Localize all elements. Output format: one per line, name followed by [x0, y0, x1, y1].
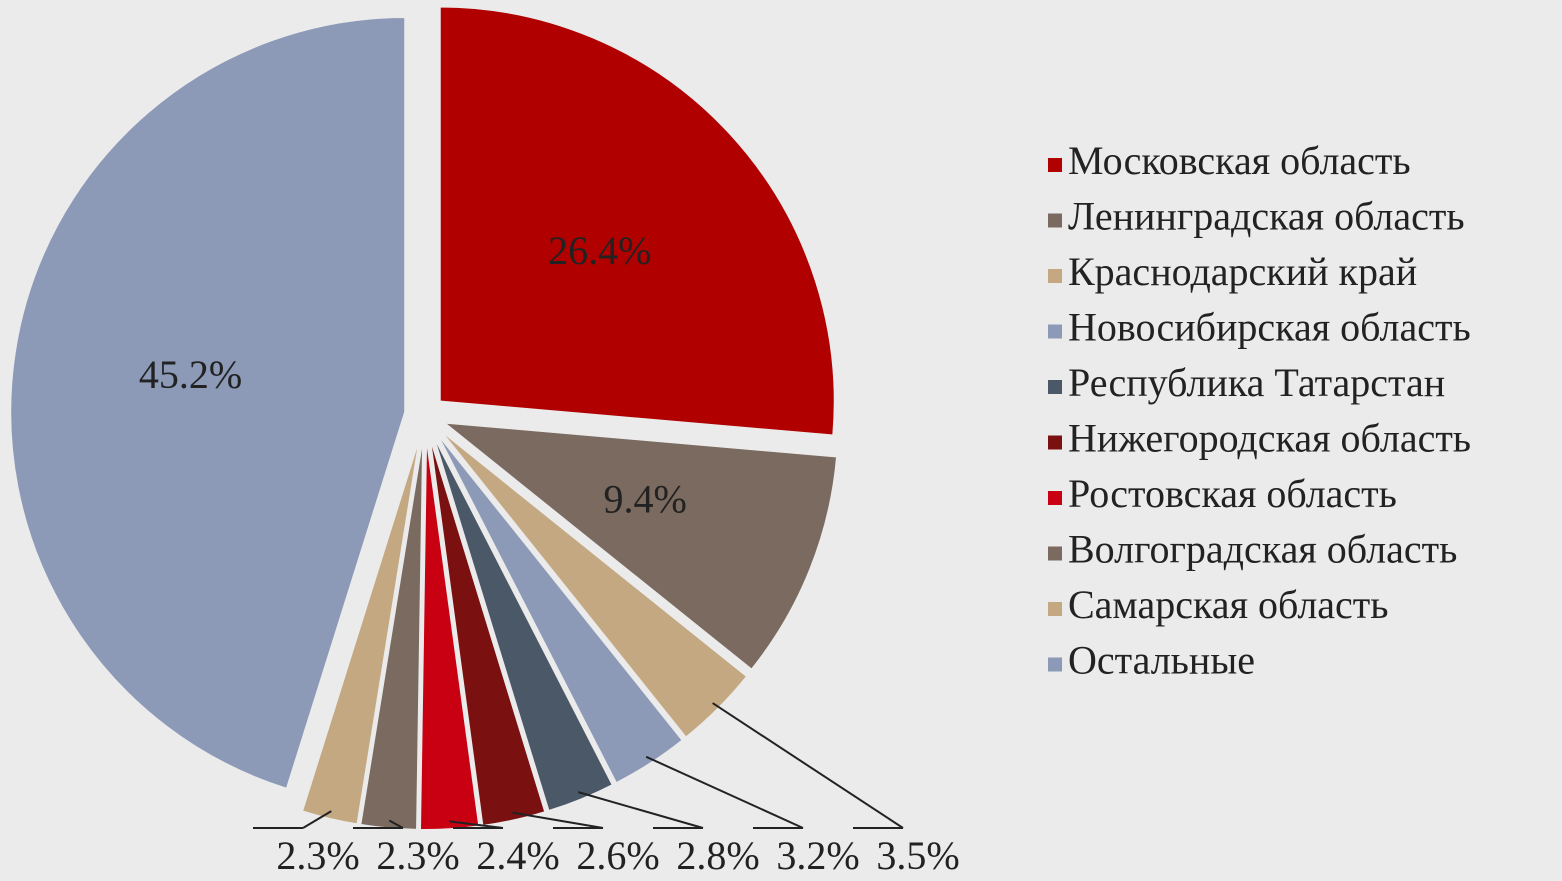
slice-label: 3.5%	[876, 833, 959, 878]
pie-slice	[434, 431, 685, 785]
legend-swatch	[1048, 435, 1062, 450]
slice-label: 9.4%	[604, 476, 687, 521]
legend-label: Остальные	[1068, 638, 1255, 683]
pie-slice	[418, 434, 481, 831]
leader-line	[578, 791, 704, 829]
slice-label: 2.4%	[476, 833, 559, 878]
slice-label: 2.8%	[676, 833, 759, 878]
legend-label: Волгоградская область	[1068, 527, 1457, 572]
legend-swatch	[1048, 158, 1062, 172]
legend-swatch	[1048, 546, 1062, 561]
legend-swatch	[1048, 602, 1062, 616]
pie-slice	[438, 428, 749, 739]
pie-slice	[9, 15, 407, 791]
legend-swatch	[1048, 657, 1062, 672]
leader-line	[449, 820, 504, 829]
slice-label: 2.3%	[276, 833, 359, 878]
legend-label: Краснодарский край	[1068, 249, 1417, 294]
legend-swatch	[1048, 324, 1062, 339]
legend-swatch	[1048, 491, 1062, 505]
slice-label: 2.6%	[576, 833, 659, 878]
leader-line	[712, 702, 904, 829]
legend-label: Ленинградская область	[1068, 194, 1465, 239]
leader-line	[512, 811, 604, 829]
leader-line	[388, 819, 404, 829]
slice-label: 26.4%	[548, 228, 651, 273]
pie-slice	[431, 433, 615, 813]
slice-label: 3.2%	[776, 833, 859, 878]
legend-label: Самарская область	[1068, 582, 1389, 627]
legend-label: Московская область	[1068, 138, 1411, 183]
leader-line	[645, 755, 804, 829]
legend-swatch	[1048, 380, 1062, 394]
legend-label: Новосибирская область	[1068, 305, 1471, 350]
legend-label: Нижегородская область	[1068, 416, 1471, 461]
pie-slice	[440, 421, 839, 672]
legend-label: Республика Татарстан	[1068, 360, 1445, 405]
pie-slice	[438, 5, 836, 437]
slice-label: 45.2%	[139, 352, 242, 397]
leader-line	[302, 810, 332, 829]
slice-label: 2.3%	[376, 833, 459, 878]
legend-swatch	[1048, 213, 1062, 228]
pie-slice	[300, 434, 422, 826]
legend-swatch	[1048, 269, 1062, 283]
legend-label: Ростовская область	[1068, 471, 1397, 516]
